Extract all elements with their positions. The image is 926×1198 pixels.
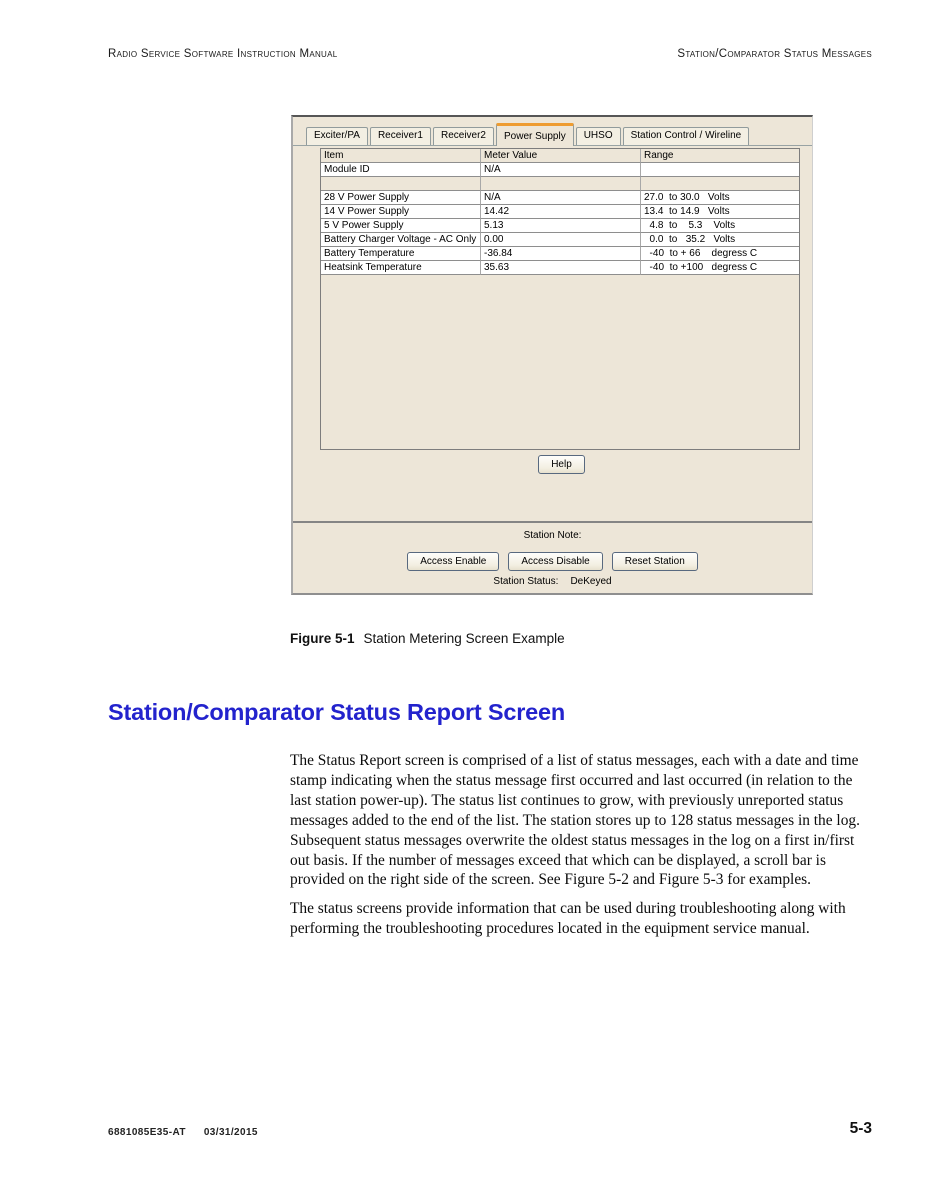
- range-cell: [641, 163, 799, 177]
- range-cell: 4.8 to 5.3 Volts: [641, 219, 799, 233]
- range-cell: [641, 177, 799, 191]
- table-row: Module ID N/A: [321, 163, 799, 177]
- station-status-label: Station Status:: [493, 576, 559, 587]
- value-cell: N/A: [481, 163, 641, 177]
- figure-caption-text: Station Metering Screen Example: [363, 631, 565, 646]
- table-row: 28 V Power Supply N/A 27.0 to 30.0 Volts: [321, 191, 799, 205]
- tab-station-control-wireline[interactable]: Station Control / Wireline: [622, 127, 750, 145]
- value-cell: N/A: [481, 191, 641, 205]
- bottom-panel-divider: [293, 521, 812, 523]
- help-button[interactable]: Help: [538, 455, 585, 474]
- range-cell: 13.4 to 14.9 Volts: [641, 205, 799, 219]
- station-metering-screenshot: Exciter/PA Receiver1 Receiver2 Power Sup…: [291, 115, 813, 595]
- column-header-item: Item: [321, 149, 481, 163]
- footer-page-number: 5-3: [849, 1120, 872, 1137]
- station-control-buttons: Access Enable Access Disable Reset Stati…: [293, 552, 812, 571]
- value-cell: 0.00: [481, 233, 641, 247]
- footer-doc-line: 6881085E35-AT 03/31/2015: [108, 1127, 258, 1138]
- table-row: 5 V Power Supply 5.13 4.8 to 5.3 Volts: [321, 219, 799, 233]
- range-cell: -40 to + 66 degress C: [641, 247, 799, 261]
- section-body: The Status Report screen is comprised of…: [290, 751, 876, 948]
- column-header-meter-value: Meter Value: [481, 149, 641, 163]
- metering-tab-bar: Exciter/PA Receiver1 Receiver2 Power Sup…: [293, 121, 812, 146]
- column-header-range: Range: [641, 149, 799, 163]
- tab-exciter-pa[interactable]: Exciter/PA: [306, 127, 368, 145]
- value-cell: 35.63: [481, 261, 641, 275]
- value-cell: 5.13: [481, 219, 641, 233]
- station-status-value: DeKeyed: [570, 576, 612, 587]
- access-disable-button[interactable]: Access Disable: [508, 552, 603, 571]
- paragraph: The status screens provide information t…: [290, 900, 846, 938]
- station-status-line: Station Status: DeKeyed: [293, 576, 812, 587]
- table-row: Battery Temperature -36.84 -40 to + 66 d…: [321, 247, 799, 261]
- value-cell: [481, 177, 641, 191]
- figure-caption-label: Figure 5-1: [290, 631, 355, 646]
- value-cell: -36.84: [481, 247, 641, 261]
- metering-table: Item Meter Value Range Module ID N/A 28 …: [320, 148, 800, 450]
- item-cell: 28 V Power Supply: [321, 191, 481, 205]
- range-cell: 27.0 to 30.0 Volts: [641, 191, 799, 205]
- footer-doc-number: 6881085E35-AT: [108, 1127, 186, 1138]
- table-row: 14 V Power Supply 14.42 13.4 to 14.9 Vol…: [321, 205, 799, 219]
- page-header-right: Station/Comparator Status Messages: [677, 48, 872, 60]
- item-cell: 14 V Power Supply: [321, 205, 481, 219]
- table-row-spacer: [321, 177, 799, 191]
- footer-date: 03/31/2015: [203, 1127, 258, 1138]
- item-cell: [321, 177, 481, 191]
- page-header-left: Radio Service Software Instruction Manua…: [108, 48, 338, 60]
- access-enable-button[interactable]: Access Enable: [407, 552, 500, 571]
- tab-receiver2[interactable]: Receiver2: [432, 127, 494, 145]
- tab-power-supply[interactable]: Power Supply: [496, 123, 574, 146]
- range-cell: -40 to +100 degress C: [641, 261, 799, 275]
- table-row: Heatsink Temperature 35.63 -40 to +100 d…: [321, 261, 799, 275]
- metering-table-header: Item Meter Value Range: [321, 149, 799, 163]
- item-cell: 5 V Power Supply: [321, 219, 481, 233]
- figure-caption: Figure 5-1 Station Metering Screen Exampl…: [290, 631, 565, 646]
- station-note-label: Station Note:: [523, 530, 582, 541]
- value-cell: 14.42: [481, 205, 641, 219]
- tab-receiver1[interactable]: Receiver1: [369, 127, 431, 145]
- table-row: Battery Charger Voltage - AC Only 0.00 0…: [321, 233, 799, 247]
- reset-station-button[interactable]: Reset Station: [611, 552, 698, 571]
- tab-uhso[interactable]: UHSO: [575, 127, 621, 145]
- item-cell: Module ID: [321, 163, 481, 177]
- range-cell: 0.0 to 35.2 Volts: [641, 233, 799, 247]
- item-cell: Battery Charger Voltage - AC Only: [321, 233, 481, 247]
- item-cell: Battery Temperature: [321, 247, 481, 261]
- item-cell: Heatsink Temperature: [321, 261, 481, 275]
- paragraph: The Status Report screen is comprised of…: [290, 752, 860, 889]
- section-title: Station/Comparator Status Report Screen: [108, 699, 566, 725]
